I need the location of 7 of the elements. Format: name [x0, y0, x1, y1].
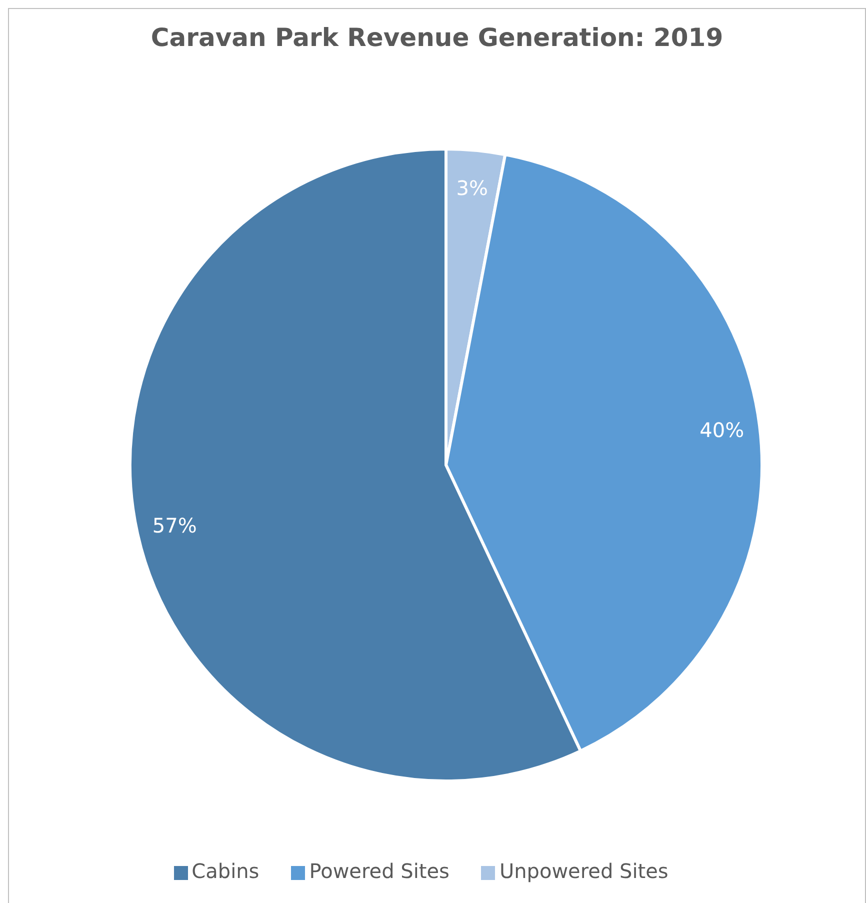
chart-title: Caravan Park Revenue Generation: 2019 [150, 22, 724, 54]
legend-label: Cabins [192, 859, 260, 883]
data-label: 40% [700, 418, 744, 442]
legend-label: Powered Sites [309, 859, 450, 883]
data-label: 3% [456, 176, 488, 200]
data-label: 57% [152, 514, 197, 538]
legend-label: Unpowered Sites [499, 859, 668, 883]
